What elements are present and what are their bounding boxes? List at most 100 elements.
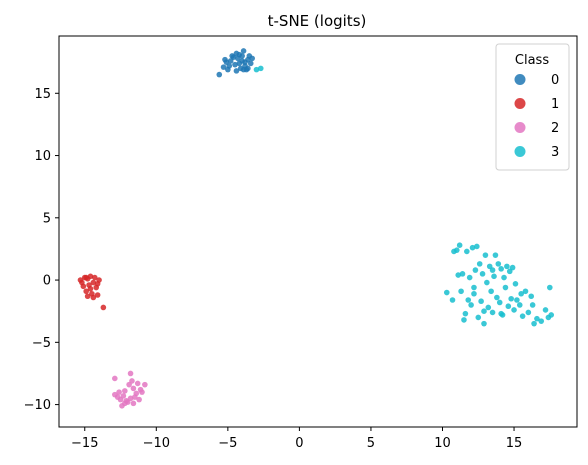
point-class-3 (498, 310, 504, 317)
point-class-3 (474, 243, 480, 250)
y-tick-label: −5 (32, 336, 51, 351)
point-class-3 (479, 271, 486, 277)
point-class-2 (122, 400, 128, 407)
point-class-1 (87, 273, 94, 280)
legend-marker (514, 122, 526, 133)
point-class-3 (482, 252, 489, 258)
point-class-0 (240, 48, 247, 54)
point-class-3 (525, 309, 532, 316)
point-class-3 (257, 65, 264, 72)
y-tick-label: 10 (34, 149, 51, 164)
point-class-3 (471, 290, 477, 297)
point-class-0 (236, 60, 243, 67)
point-class-3 (548, 312, 555, 318)
point-class-1 (84, 293, 91, 300)
legend-label: 2 (551, 121, 559, 136)
point-class-3 (469, 244, 476, 251)
point-class-3 (547, 284, 553, 291)
point-class-1 (90, 279, 97, 286)
point-class-1 (94, 292, 101, 298)
point-class-3 (443, 289, 450, 296)
point-class-2 (122, 388, 128, 394)
point-class-3 (519, 313, 526, 319)
y-tick-label: 5 (43, 211, 51, 226)
legend-marker (514, 74, 526, 85)
point-class-3 (466, 274, 473, 281)
x-tick-label: −5 (218, 436, 237, 451)
x-tick-label: 5 (367, 436, 375, 451)
point-class-3 (531, 320, 537, 327)
point-class-0 (232, 61, 238, 68)
point-class-3 (508, 295, 514, 302)
point-class-0 (222, 56, 228, 63)
point-class-3 (495, 261, 502, 267)
point-class-3 (514, 297, 520, 303)
point-class-3 (461, 317, 467, 323)
point-class-3 (468, 302, 474, 308)
point-class-1 (90, 294, 97, 301)
point-class-3 (516, 302, 523, 308)
point-class-2 (120, 393, 127, 399)
point-class-1 (91, 274, 98, 281)
point-class-0 (247, 60, 254, 67)
point-class-3 (462, 310, 469, 317)
point-class-0 (226, 63, 233, 69)
legend: Class 0 1 2 3 (495, 43, 570, 171)
point-class-3 (512, 281, 519, 287)
point-class-3 (481, 308, 487, 314)
point-class-0 (233, 68, 240, 74)
point-class-3 (485, 304, 492, 311)
legend-title: Class (515, 53, 549, 68)
plot-frame (58, 35, 578, 428)
point-class-2 (127, 370, 134, 377)
point-class-0 (249, 55, 255, 62)
point-class-3 (455, 272, 462, 278)
point-class-1 (100, 304, 107, 311)
series-3 (253, 65, 555, 327)
point-class-3 (475, 314, 482, 321)
point-class-1 (83, 288, 89, 295)
legend-item-1: 1 (514, 97, 559, 112)
point-class-3 (502, 284, 509, 291)
point-class-3 (449, 297, 456, 303)
point-class-2 (116, 389, 122, 395)
point-class-2 (136, 396, 142, 403)
point-class-0 (220, 64, 227, 70)
point-class-3 (484, 279, 490, 286)
y-tick-label: 15 (34, 87, 51, 102)
legend-item-2: 2 (514, 121, 559, 136)
point-class-0 (245, 65, 251, 72)
legend-box (495, 43, 570, 171)
point-class-3 (464, 248, 470, 255)
point-class-3 (501, 274, 507, 281)
x-tick-label: 10 (434, 436, 451, 451)
point-class-1 (83, 274, 89, 281)
legend-marker (514, 146, 526, 157)
legend-marker (514, 98, 526, 109)
x-tick-label: −10 (143, 436, 170, 451)
point-class-3 (511, 307, 517, 313)
point-class-1 (87, 285, 94, 292)
chart-title: t-SNE (logits) (268, 12, 367, 30)
legend-item-3: 3 (514, 145, 559, 160)
point-class-3 (488, 288, 494, 295)
y-tick-label: −10 (24, 398, 51, 413)
series-0 (216, 48, 255, 78)
point-class-2 (127, 395, 134, 402)
y-tick-label: 0 (43, 274, 51, 289)
point-class-2 (132, 394, 138, 400)
point-class-0 (216, 71, 223, 78)
point-class-3 (542, 307, 549, 313)
point-class-3 (489, 267, 496, 273)
point-class-3 (504, 263, 510, 270)
point-class-2 (137, 386, 144, 393)
x-axis: −15 −10 −5 0 5 10 15 (71, 427, 522, 451)
point-class-2 (129, 378, 135, 384)
y-axis: −10 −5 0 5 10 15 (24, 87, 59, 413)
point-class-0 (239, 53, 245, 59)
point-class-2 (130, 400, 137, 407)
legend-label: 3 (551, 145, 559, 160)
legend-items: 0 1 2 3 (514, 73, 559, 160)
